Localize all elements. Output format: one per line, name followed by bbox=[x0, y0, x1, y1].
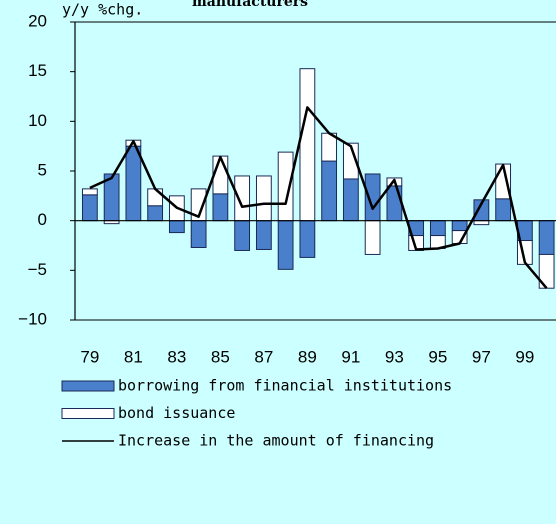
bar bbox=[234, 175, 251, 222]
bar bbox=[212, 193, 229, 222]
x-tick-label: 93 bbox=[385, 347, 404, 366]
bar bbox=[81, 194, 98, 222]
legend-label: bond issuance bbox=[118, 404, 235, 422]
bar bbox=[342, 178, 359, 222]
bar bbox=[321, 160, 338, 222]
bar bbox=[190, 220, 207, 248]
x-tick-label: 85 bbox=[211, 347, 230, 366]
chart-title: manufacturers bbox=[192, 0, 308, 10]
bar bbox=[125, 145, 142, 222]
y-tick-label: 15 bbox=[28, 61, 47, 80]
line bbox=[89, 106, 548, 290]
y-tick-label: 5 bbox=[38, 160, 47, 179]
bar bbox=[255, 220, 272, 250]
bar bbox=[538, 220, 555, 255]
legend-label: Increase in the amount of financing bbox=[118, 432, 434, 450]
x-tick-label: 79 bbox=[80, 347, 99, 366]
bar bbox=[299, 68, 316, 222]
bar bbox=[81, 188, 98, 196]
bar bbox=[147, 205, 164, 222]
bar bbox=[429, 220, 446, 237]
bar bbox=[451, 220, 468, 232]
x-tick-label: 83 bbox=[167, 347, 186, 366]
bar bbox=[386, 185, 403, 222]
bar bbox=[147, 188, 164, 207]
bar bbox=[342, 142, 359, 180]
y-tick-label: −5 bbox=[28, 260, 47, 279]
bar bbox=[495, 198, 512, 222]
bar bbox=[277, 220, 294, 270]
legend-label: borrowing from financial institutions bbox=[118, 377, 452, 395]
bar bbox=[299, 220, 316, 258]
y-tick-label: −10 bbox=[18, 309, 47, 328]
legend-swatch bbox=[61, 408, 115, 419]
x-tick-label: 87 bbox=[254, 347, 273, 366]
bar bbox=[364, 220, 381, 255]
x-tick-label: 99 bbox=[515, 347, 534, 366]
x-tick-label: 91 bbox=[341, 347, 360, 366]
bar bbox=[234, 220, 251, 251]
y-tick-label: 20 bbox=[28, 11, 47, 30]
bar bbox=[212, 155, 229, 195]
x-tick-label: 81 bbox=[124, 347, 143, 366]
y-tick-label: 10 bbox=[28, 111, 47, 130]
bar bbox=[168, 220, 185, 234]
legend-swatch bbox=[61, 380, 115, 392]
y-axis-label: y/y %chg. bbox=[62, 1, 143, 19]
x-tick-label: 97 bbox=[472, 347, 491, 366]
y-tick-label: 0 bbox=[38, 210, 47, 229]
bar bbox=[255, 175, 272, 222]
x-tick-label: 89 bbox=[298, 347, 317, 366]
x-tick-label: 95 bbox=[428, 347, 447, 366]
